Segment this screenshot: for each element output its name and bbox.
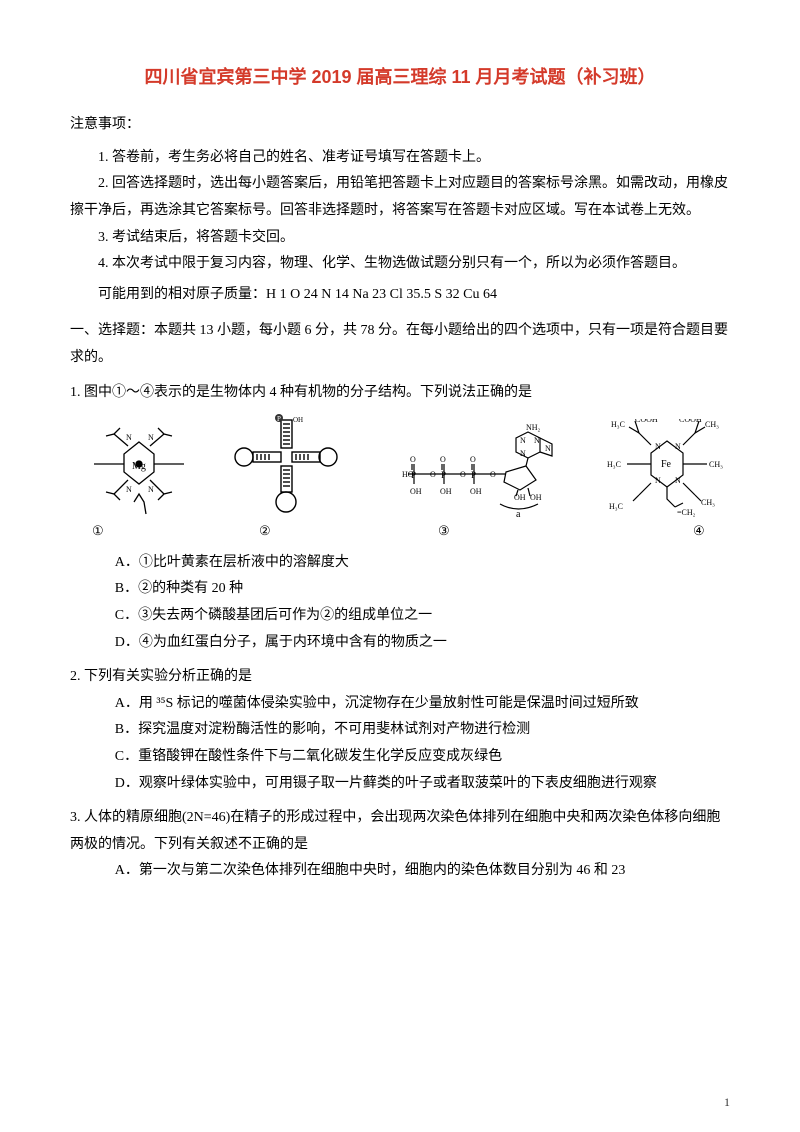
q3-stem: 3. 人体的精原细胞(2N=46)在精子的形成过程中，会出现两次染色体排列在细胞… [70,805,730,858]
svg-text:O: O [430,470,436,479]
svg-text:COOH: COOH [635,419,658,424]
fig-3: NH₂ N N N N OH OH O [378,424,568,544]
svg-text:OH: OH [293,416,303,424]
page-title: 四川省宜宾第三中学 2019 届高三理综 11 月月考试题（补习班） [70,60,730,94]
svg-text:N: N [148,485,154,494]
section-header: 一、选择题：本题共 13 小题，每小题 6 分，共 78 分。在每小题给出的四个… [70,318,730,371]
svg-text:P: P [411,470,416,480]
svg-text:=CH₂: =CH₂ [677,508,696,517]
svg-text:P: P [277,415,281,423]
svg-text:N: N [675,476,681,485]
svg-text:P: P [471,470,476,480]
atp-structure-icon: NH₂ N N N N OH OH O [378,424,568,519]
svg-text:O: O [470,455,476,464]
svg-text:CH₃: CH₃ [701,498,715,507]
svg-text:OH: OH [470,487,482,496]
heme-fe-icon: Fe N N N N H₃C CH₃ COOH COOH H₃C CH₃ H₃C [605,419,730,519]
fig-2-label: ② [231,519,341,544]
atomic-masses: 可能用到的相对原子质量：H 1 O 24 N 14 Na 23 Cl 35.5 … [70,282,730,309]
q1-option-b: B．②的种类有 20 种 [70,576,730,603]
q1-option-c: C．③失去两个磷酸基团后可作为②的组成单位之一 [70,603,730,630]
fig-4-label: ④ [605,519,730,544]
page-number: 1 [724,1091,730,1114]
svg-text:OH: OH [410,487,422,496]
trna-cloverleaf-icon: P OH [231,414,341,519]
svg-text:O: O [410,455,416,464]
svg-text:OH: OH [530,493,542,502]
notice-4: 4. 本次考试中限于复习内容，物理、化学、生物选做试题分别只有一个，所以为必须作… [70,251,730,278]
question-3: 3. 人体的精原细胞(2N=46)在精子的形成过程中，会出现两次染色体排列在细胞… [70,805,730,885]
fig-2: P OH ② [231,414,341,544]
fig-4: Fe N N N N H₃C CH₃ COOH COOH H₃C CH₃ H₃C [605,419,730,544]
fig-1-label: ① [84,519,194,544]
svg-text:H₃C: H₃C [611,420,625,429]
q2-option-b: B．探究温度对淀粉酶活性的影响，不可用斐林试剂对产物进行检测 [70,717,730,744]
svg-text:N: N [148,433,154,442]
svg-text:N: N [520,436,526,445]
svg-text:H₃C: H₃C [609,502,623,511]
svg-text:N: N [126,433,132,442]
svg-text:N: N [655,442,661,451]
svg-text:N: N [520,449,526,458]
notice-label: 注意事项： [70,112,730,139]
fig-1: Mg N N N N ① [84,424,194,544]
svg-text:Mg: Mg [132,461,146,472]
notice-1: 1. 答卷前，考生务必将自己的姓名、准考证号填写在答题卡上。 [70,145,730,172]
notice-2: 2. 回答选择题时，选出每小题答案后，用铅笔把答题卡上对应题目的答案标号涂黑。如… [70,171,730,224]
svg-text:N: N [655,476,661,485]
svg-text:N: N [126,485,132,494]
porphyrin-mg-icon: Mg N N N N [84,424,194,519]
q1-option-a: A．①比叶黄素在层析液中的溶解度大 [70,550,730,577]
svg-text:CH₃: CH₃ [705,420,719,429]
svg-text:O: O [440,455,446,464]
svg-text:O: O [490,470,496,479]
q2-option-c: C．重铬酸钾在酸性条件下与二氧化碳发生化学反应变成灰绿色 [70,744,730,771]
question-1: 1. 图中①～④表示的是生物体内 4 种有机物的分子结构。下列说法正确的是 Mg… [70,380,730,657]
svg-text:OH: OH [440,487,452,496]
svg-text:P: P [441,470,446,480]
svg-text:N: N [675,442,681,451]
svg-text:COOH: COOH [679,419,702,424]
svg-text:OH: OH [514,493,526,502]
svg-text:Fe: Fe [661,459,672,470]
q2-option-a: A．用 ³⁵S 标记的噬菌体侵染实验中，沉淀物存在少量放射性可能是保温时间过短所… [70,691,730,718]
q2-option-d: D．观察叶绿体实验中，可用镊子取一片藓类的叶子或者取菠菜叶的下表皮细胞进行观察 [70,771,730,798]
q2-stem: 2. 下列有关实验分析正确的是 [70,664,730,691]
svg-text:N: N [534,436,540,445]
fig-3-label: ③ [378,519,568,544]
q1-stem: 1. 图中①～④表示的是生物体内 4 种有机物的分子结构。下列说法正确的是 [70,380,730,407]
q3-option-a: A．第一次与第二次染色体排列在细胞中央时，细胞内的染色体数目分别为 46 和 2… [70,858,730,885]
svg-text:N: N [545,444,551,453]
svg-text:CH₃: CH₃ [709,460,723,469]
question-2: 2. 下列有关实验分析正确的是 A．用 ³⁵S 标记的噬菌体侵染实验中，沉淀物存… [70,664,730,797]
notice-3: 3. 考试结束后，将答题卡交回。 [70,225,730,252]
svg-text:NH₂: NH₂ [526,424,541,432]
q1-figures: Mg N N N N ① [84,414,730,544]
svg-text:a: a [516,509,521,519]
q1-option-d: D．④为血红蛋白分子，属于内环境中含有的物质之一 [70,630,730,657]
svg-text:H₃C: H₃C [607,460,621,469]
svg-text:O: O [460,470,466,479]
